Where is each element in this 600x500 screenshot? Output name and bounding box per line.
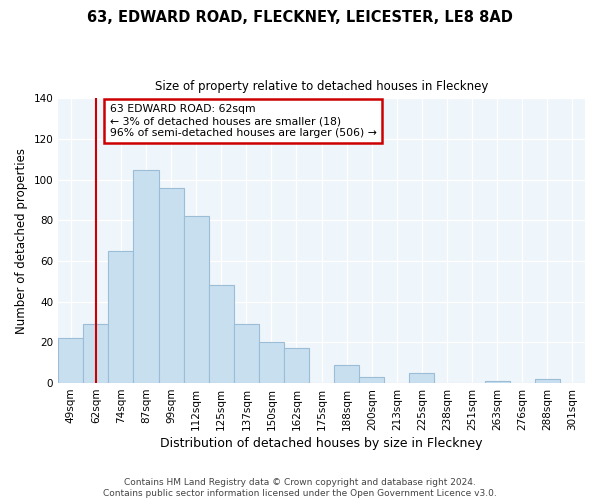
Bar: [109, 251, 133, 383]
Text: 63, EDWARD ROAD, FLECKNEY, LEICESTER, LE8 8AD: 63, EDWARD ROAD, FLECKNEY, LEICESTER, LE…: [87, 10, 513, 25]
Bar: [209, 286, 234, 383]
Text: Contains HM Land Registry data © Crown copyright and database right 2024.
Contai: Contains HM Land Registry data © Crown c…: [103, 478, 497, 498]
Title: Size of property relative to detached houses in Fleckney: Size of property relative to detached ho…: [155, 80, 488, 93]
Bar: [83, 324, 109, 383]
Bar: [359, 377, 385, 383]
Text: 63 EDWARD ROAD: 62sqm
← 3% of detached houses are smaller (18)
96% of semi-detac: 63 EDWARD ROAD: 62sqm ← 3% of detached h…: [110, 104, 376, 138]
Bar: [133, 170, 158, 383]
X-axis label: Distribution of detached houses by size in Fleckney: Distribution of detached houses by size …: [160, 437, 483, 450]
Bar: [334, 365, 359, 383]
Bar: [158, 188, 184, 383]
Bar: [184, 216, 209, 383]
Bar: [485, 381, 510, 383]
Bar: [409, 373, 434, 383]
Bar: [234, 324, 259, 383]
Bar: [284, 348, 309, 383]
Bar: [535, 379, 560, 383]
Bar: [259, 342, 284, 383]
Y-axis label: Number of detached properties: Number of detached properties: [15, 148, 28, 334]
Bar: [58, 338, 83, 383]
